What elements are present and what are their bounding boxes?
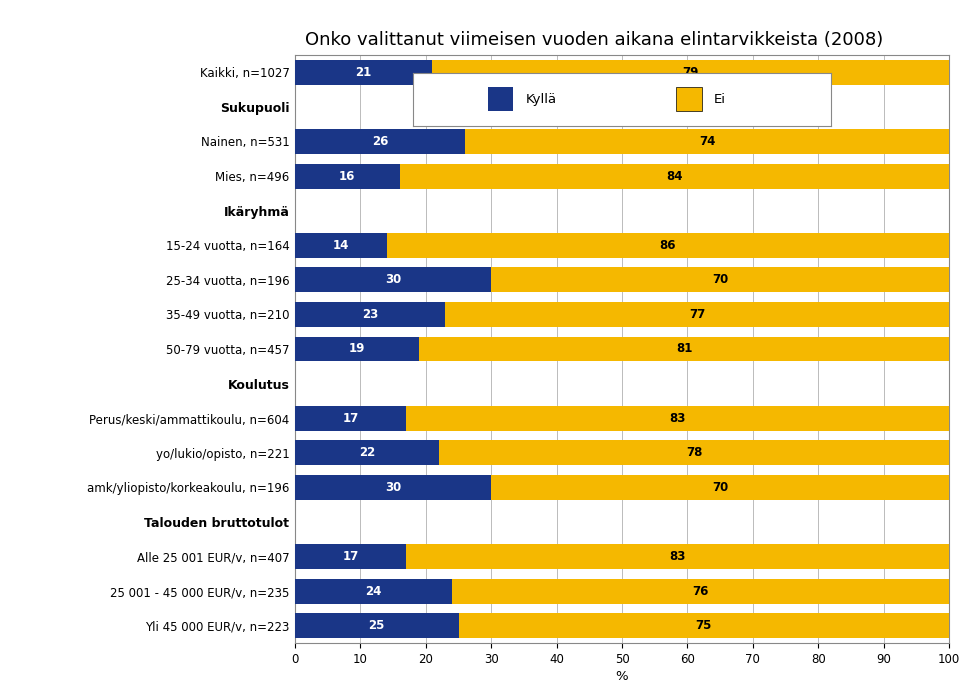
Bar — [295, 475, 491, 499]
Text: 83: 83 — [669, 550, 686, 563]
Text: 78: 78 — [686, 447, 702, 460]
Bar — [491, 475, 949, 499]
Text: 17: 17 — [342, 411, 359, 424]
Bar — [452, 579, 949, 603]
Bar — [295, 302, 445, 327]
Bar — [445, 302, 949, 327]
Text: 75: 75 — [695, 619, 712, 632]
Text: 70: 70 — [712, 481, 728, 494]
Text: 26: 26 — [372, 135, 388, 148]
Bar — [295, 336, 419, 361]
Bar — [295, 613, 458, 638]
Text: 22: 22 — [359, 447, 375, 460]
Bar — [386, 233, 949, 258]
Bar — [433, 60, 949, 85]
Text: 23: 23 — [363, 308, 379, 321]
Bar — [407, 406, 949, 431]
Text: 30: 30 — [385, 273, 401, 286]
Text: 19: 19 — [349, 343, 365, 356]
Text: taloustutkimus oy: taloustutkimus oy — [25, 25, 238, 45]
Bar — [419, 336, 949, 361]
Text: 16: 16 — [339, 169, 356, 182]
Text: 17: 17 — [342, 550, 359, 563]
Text: Kyllä: Kyllä — [526, 93, 557, 105]
Text: 24: 24 — [365, 585, 382, 598]
Text: 81: 81 — [676, 343, 692, 356]
Text: 77: 77 — [690, 308, 705, 321]
Bar — [439, 440, 949, 465]
Text: 83: 83 — [669, 411, 686, 424]
Bar — [465, 129, 949, 154]
Bar — [295, 544, 407, 569]
Text: 79: 79 — [683, 66, 699, 79]
Bar — [295, 440, 439, 465]
Bar — [458, 613, 949, 638]
Text: Ei: Ei — [714, 93, 726, 105]
Text: 76: 76 — [692, 585, 709, 598]
Text: 86: 86 — [660, 239, 676, 252]
Bar — [491, 268, 949, 292]
Bar — [295, 129, 465, 154]
Text: 21: 21 — [356, 66, 372, 79]
Text: Onko valittanut viimeisen vuoden aikana elintarvikkeista (2008): Onko valittanut viimeisen vuoden aikana … — [306, 31, 883, 49]
Bar — [295, 233, 386, 258]
X-axis label: %: % — [616, 670, 628, 683]
Bar — [295, 164, 400, 189]
Bar — [407, 544, 949, 569]
Bar — [295, 268, 491, 292]
Text: 14: 14 — [333, 239, 349, 252]
Text: 84: 84 — [667, 169, 683, 182]
Text: 25: 25 — [368, 619, 385, 632]
Bar — [295, 579, 452, 603]
Text: 30: 30 — [385, 481, 401, 494]
Text: 74: 74 — [699, 135, 715, 148]
FancyBboxPatch shape — [488, 87, 513, 111]
Text: 70: 70 — [712, 273, 728, 286]
FancyBboxPatch shape — [676, 87, 702, 111]
Bar — [295, 60, 433, 85]
Bar — [295, 406, 407, 431]
Bar — [400, 164, 949, 189]
